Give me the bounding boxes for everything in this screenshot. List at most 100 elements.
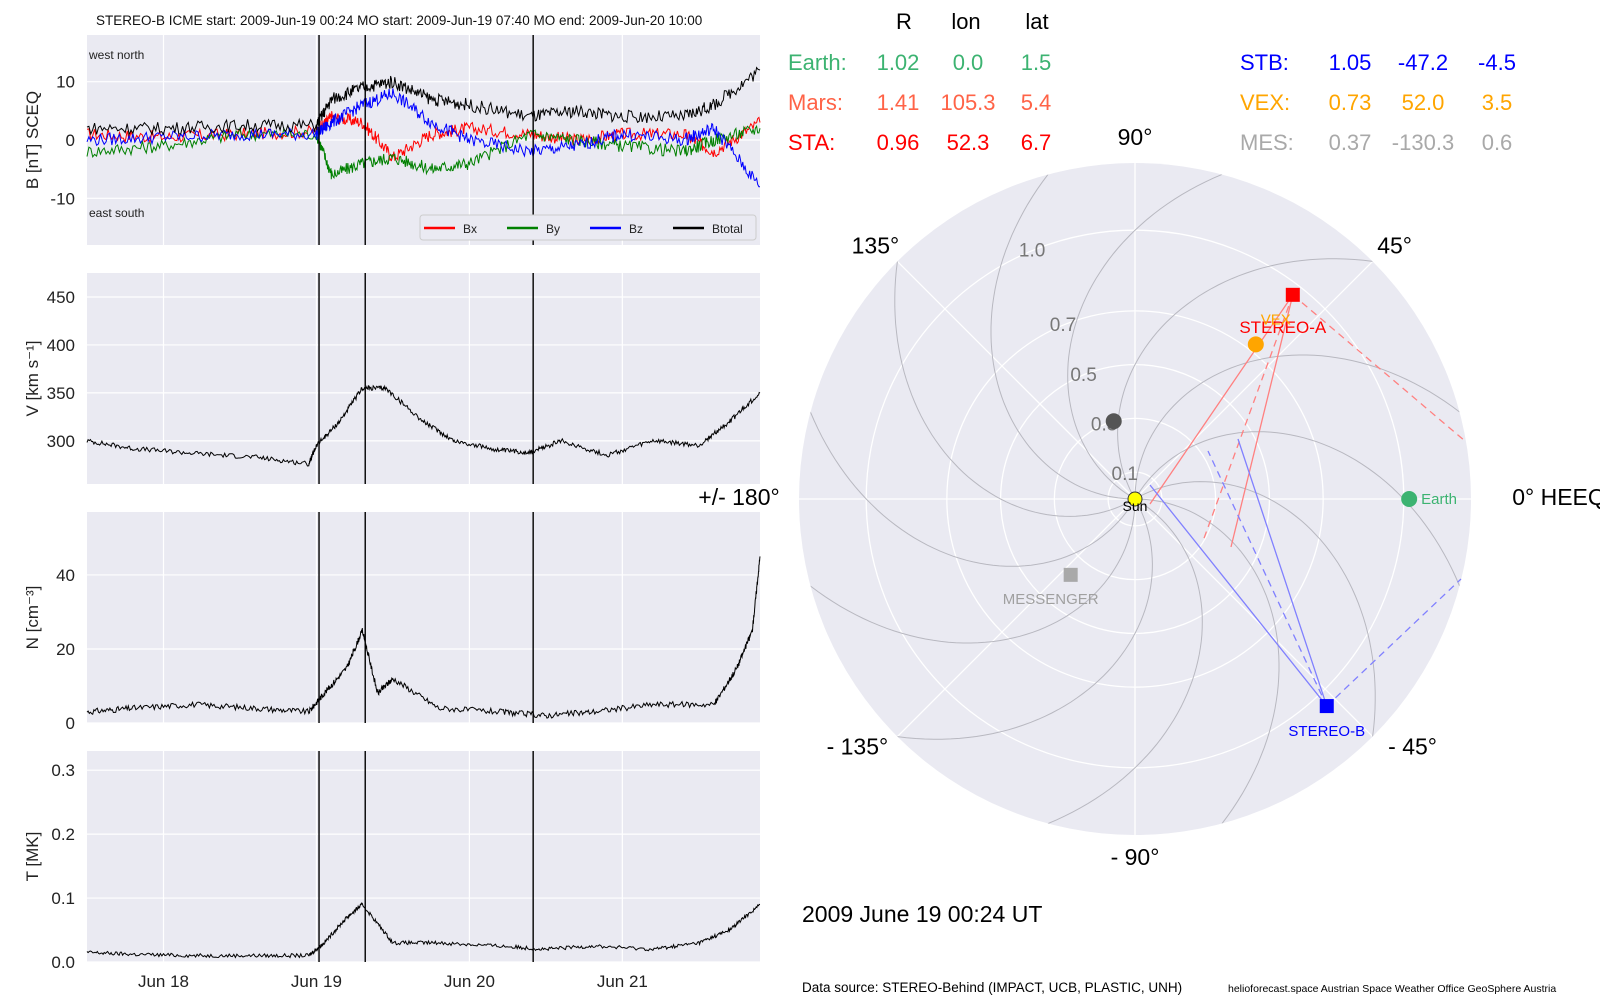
y-tick-label: 450 <box>47 288 75 307</box>
marker-stereo-a <box>1285 287 1300 302</box>
y-tick-label: 0 <box>66 131 75 150</box>
angle-label: +/- 180° <box>698 484 779 510</box>
footer-credits: helioforecast.space Austrian Space Weath… <box>1228 983 1556 995</box>
positions-cell: -4.5 <box>1478 50 1516 75</box>
y-tick-label: 20 <box>56 640 75 659</box>
marker-vex <box>1247 336 1264 353</box>
y-tick-label: 10 <box>56 73 75 92</box>
series-line-Btotal <box>86 66 761 137</box>
point-label: Earth <box>1421 491 1457 508</box>
footer-source: Data source: STEREO-Behind (IMPACT, UCB,… <box>802 980 1182 995</box>
x-tick-label: Jun 19 <box>291 972 342 991</box>
legend-label: Btotal <box>712 222 743 236</box>
series-line-By <box>86 124 761 180</box>
panel-background <box>87 512 760 723</box>
stb-fov-line <box>1237 438 1328 707</box>
legend: Bx By Bz Btotal <box>419 214 757 241</box>
series-line-V <box>86 384 761 467</box>
y-tick-label: 0.3 <box>51 761 75 780</box>
polar-grid-spoke <box>1134 260 1374 500</box>
radial-label: 0.7 <box>1050 315 1076 336</box>
series-line-Bx <box>86 111 761 162</box>
legend-box <box>419 214 757 241</box>
x-tick-label: Jun 18 <box>138 972 189 991</box>
x-tick-label: Jun 21 <box>597 972 648 991</box>
angle-label: - 90° <box>1111 844 1160 870</box>
positions-cell: 6.7 <box>1021 130 1052 155</box>
polar-grid-spoke <box>1134 498 1374 738</box>
positions-cell: Mars: <box>788 90 843 115</box>
sta-fov-line <box>1202 294 1294 542</box>
positions-cell: Earth: <box>788 50 847 75</box>
parker-spiral <box>897 498 1153 740</box>
positions-cell: MES: <box>1240 130 1294 155</box>
panel-background <box>87 273 760 484</box>
panel-background <box>87 751 760 962</box>
positions-cell: STB: <box>1240 50 1289 75</box>
legend-label: By <box>546 222 560 236</box>
positions-cell: 105.3 <box>940 90 995 115</box>
positions-cell: 1.02 <box>877 50 920 75</box>
stb-fov-line <box>1207 450 1328 707</box>
parker-spiral <box>810 498 1136 644</box>
x-tick-label: Jun 20 <box>444 972 495 991</box>
series-line-T <box>86 902 761 959</box>
marker-sun <box>1127 491 1143 507</box>
positions-cell: 0.96 <box>877 130 920 155</box>
point-label: STEREO-A <box>1239 318 1327 337</box>
point-label: MESSENGER <box>1003 591 1099 608</box>
angle-label: - 135° <box>827 734 889 760</box>
panel-N: 0 20 40 N [cm⁻³] <box>23 512 761 733</box>
sta-fov-line <box>1149 294 1294 505</box>
y-tick-label: 0.0 <box>51 953 75 972</box>
corner-label-bottom: east south <box>89 206 144 220</box>
y-tick-label: 350 <box>47 384 75 403</box>
y-axis-label: V [km s⁻¹] <box>23 340 42 416</box>
parker-spiral <box>1134 431 1461 587</box>
parker-spiral <box>809 411 1136 567</box>
parker-spiral <box>1117 258 1373 500</box>
angle-label: 45° <box>1377 232 1412 258</box>
positions-cell: 52.3 <box>947 130 990 155</box>
y-tick-label: 0.2 <box>51 825 75 844</box>
y-tick-label: 40 <box>56 566 75 585</box>
series-line-N <box>86 556 761 719</box>
point-label: VEX <box>1261 311 1291 328</box>
angle-label: 0° HEEQ <box>1512 484 1600 510</box>
legend-label: Bz <box>629 222 643 236</box>
stb-fov-line <box>1149 484 1328 707</box>
marker-earth <box>1401 491 1418 507</box>
series-line-Bz <box>86 88 760 188</box>
corner-label-top: west north <box>88 48 144 62</box>
parker-spiral <box>1134 498 1280 824</box>
marker-messenger <box>1063 567 1078 582</box>
positions-cell: 0.6 <box>1482 130 1513 155</box>
y-tick-label: 0.1 <box>51 889 75 908</box>
y-tick-label: 300 <box>47 432 75 451</box>
panel-T: 0.0 0.1 0.2 0.3 T [MK] Jun 18 Jun 19 Jun 20 Jun … <box>23 751 761 991</box>
positions-header: lon <box>951 9 980 34</box>
positions-cell: STA: <box>788 130 835 155</box>
angle-label: - 45° <box>1388 734 1437 760</box>
parker-spiral <box>894 261 1136 517</box>
legend-label: Bx <box>463 222 477 236</box>
parker-spiral <box>990 174 1136 500</box>
parker-spiral <box>1134 481 1376 737</box>
radial-label: 1.0 <box>1019 241 1045 262</box>
parker-spiral <box>1047 498 1203 825</box>
positions-cell: 1.41 <box>877 90 920 115</box>
y-tick-label: 0 <box>66 714 75 733</box>
figure-title: STEREO-B ICME start: 2009-Jun-19 00:24 M… <box>96 13 702 28</box>
marker-planet <box>1105 413 1122 430</box>
positions-cell: VEX: <box>1240 90 1290 115</box>
date-label: 2009 June 19 00:24 UT <box>802 901 1042 927</box>
positions-cell: 0.0 <box>953 50 984 75</box>
positions-cell: 1.5 <box>1021 50 1052 75</box>
sta-fov-line <box>1292 294 1466 442</box>
point-label: Sun <box>1123 498 1148 514</box>
angle-label: 90° <box>1118 124 1153 150</box>
